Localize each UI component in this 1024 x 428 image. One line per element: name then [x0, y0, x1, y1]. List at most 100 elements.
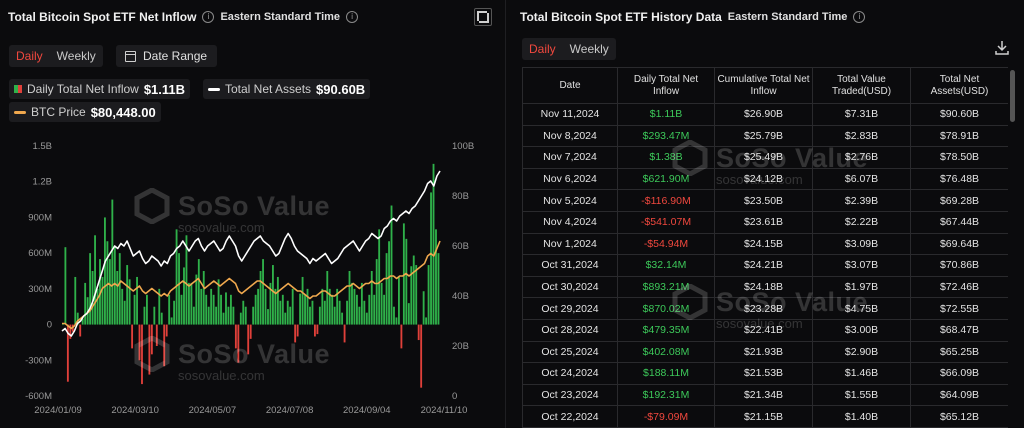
x-tick-label: 2024/03/10 [111, 405, 159, 416]
inflow-bar [281, 294, 284, 325]
tab-daily[interactable]: Daily [16, 49, 43, 63]
inflow-bar [306, 288, 309, 325]
fullscreen-icon[interactable] [474, 8, 492, 26]
cell-net-assets: $69.28B [910, 189, 1008, 212]
timezone-info-icon[interactable]: i [346, 11, 359, 23]
inflow-bar [104, 217, 106, 325]
net-inflow-title: Total Bitcoin Spot ETF Net Inflow [8, 10, 197, 24]
inflow-bar [373, 294, 376, 325]
cell-value-traded: $1.97B [812, 275, 911, 299]
inflow-bar [108, 259, 111, 325]
calendar-icon [125, 50, 136, 62]
inflow-bar [217, 279, 220, 325]
table-row[interactable]: Nov 7,2024 $1.38B $25.49B $2.76B $78.50B [522, 146, 1008, 169]
cell-value-traded: $3.07B [812, 254, 911, 277]
col-net-assets[interactable]: Total Net Assets(USD) [910, 67, 1008, 104]
col-daily-inflow[interactable]: Daily Total Net Inflow [617, 67, 715, 104]
net-inflow-chart[interactable]: 1.5B 1.2B 900M 600M 300M 0 -300M -600M 100B 80B 60… [0, 132, 506, 422]
legend-assets[interactable]: Total Net Assets $90.60B [203, 79, 371, 99]
col-value-traded[interactable]: Total Value Traded(USD) [812, 67, 911, 104]
cell-value-traded: $3.00B [812, 318, 911, 342]
y-left-tick-label: -600M [25, 391, 52, 402]
cell-daily-inflow: $1.11B [617, 103, 715, 126]
cell-value-traded: $2.39B [812, 189, 911, 212]
cell-date: Oct 30,2024 [522, 275, 618, 299]
tab-weekly[interactable]: Weekly [56, 49, 96, 63]
col-cumulative-inflow[interactable]: Cumulative Total Net Inflow [714, 67, 813, 104]
inflow-bar [309, 306, 311, 325]
inflow-bar [343, 324, 346, 343]
download-icon[interactable] [994, 40, 1010, 56]
table-row[interactable]: Oct 22,2024 -$79.09M $21.15B $1.40B $65.12B [522, 405, 1008, 428]
date-range-button[interactable]: Date Range [116, 45, 218, 67]
cell-date: Nov 1,2024 [522, 232, 618, 256]
inflow-bar [128, 279, 131, 325]
table-row[interactable]: Oct 30,2024 $893.21M $24.18B $1.97B $72.46B [522, 275, 1008, 299]
table-row[interactable]: Oct 29,2024 $870.02M $23.28B $4.75B $72.55B [522, 297, 1008, 320]
table-row[interactable]: Nov 6,2024 $621.90M $24.12B $6.07B $76.48B [522, 167, 1008, 191]
inflow-bar [388, 241, 390, 325]
inflow-bar [175, 229, 178, 325]
legend-inflow[interactable]: Daily Total Net Inflow $1.11B [9, 79, 191, 99]
table-row[interactable]: Nov 5,2024 -$116.90M $23.50B $2.39B $69.28B [522, 189, 1008, 212]
inflow-bar [252, 306, 255, 325]
cell-cumulative-inflow: $24.12B [714, 167, 813, 191]
inflow-bar [407, 303, 410, 325]
inflow-bar [136, 276, 138, 325]
table-row[interactable]: Nov 11,2024 $1.11B $26.90B $7.31B $90.60B [522, 103, 1008, 126]
table-row[interactable]: Nov 4,2024 -$541.07M $23.61B $2.22B $67.44B [522, 210, 1008, 234]
cell-daily-inflow: $870.02M [617, 297, 715, 320]
cell-value-traded: $2.83B [812, 124, 911, 148]
timezone-info-icon[interactable]: i [853, 11, 866, 23]
table-row[interactable]: Nov 1,2024 -$54.94M $24.15B $3.09B $69.64B [522, 232, 1008, 256]
inflow-bar [230, 294, 232, 325]
inflow-bar [328, 288, 331, 325]
table-row[interactable]: Oct 28,2024 $479.35M $22.41B $3.00B $68.47B [522, 318, 1008, 342]
tab-daily[interactable]: Daily [529, 42, 556, 56]
table-row[interactable]: Nov 8,2024 $293.47M $25.79B $2.83B $78.91B [522, 124, 1008, 148]
inflow-bar [316, 324, 319, 335]
cell-date: Oct 29,2024 [522, 297, 618, 320]
inflow-bar [296, 324, 299, 337]
inflow-bar [239, 312, 242, 325]
inflow-bar [333, 306, 336, 325]
cell-value-traded: $2.76B [812, 146, 911, 169]
cell-date: Oct 28,2024 [522, 318, 618, 342]
tab-weekly[interactable]: Weekly [569, 42, 609, 56]
table-row[interactable]: Oct 25,2024 $402.08M $21.93B $2.90B $65.25B [522, 340, 1008, 364]
table-scrollbar[interactable] [1010, 70, 1015, 122]
cell-daily-inflow: $479.35M [617, 318, 715, 342]
inflow-bar [234, 324, 237, 349]
legend-btc[interactable]: BTC Price $80,448.00 [9, 102, 161, 122]
date-range-label: Date Range [143, 49, 208, 63]
inflow-bar [158, 288, 161, 325]
y-left-tick-label: 600M [28, 248, 52, 259]
cell-date: Oct 24,2024 [522, 362, 618, 385]
inflow-bar [398, 276, 400, 325]
inflow-bar [94, 235, 96, 325]
cell-cumulative-inflow: $21.93B [714, 340, 813, 364]
table-row[interactable]: Oct 24,2024 $188.11M $21.53B $1.46B $66.09B [522, 362, 1008, 385]
inflow-bar [155, 324, 158, 346]
table-row[interactable]: Oct 23,2024 $192.31M $21.34B $1.55B $64.09B [522, 383, 1008, 407]
info-icon[interactable]: i [202, 11, 215, 23]
table-row[interactable]: Oct 31,2024 $32.14M $24.21B $3.07B $70.86B [522, 254, 1008, 277]
cell-date: Nov 5,2024 [522, 189, 618, 212]
inflow-bar [272, 265, 274, 325]
cell-daily-inflow: $621.90M [617, 167, 715, 191]
inflow-bar [101, 276, 104, 325]
cell-net-assets: $90.60B [910, 103, 1008, 126]
inflow-bar [141, 324, 143, 385]
inflow-bar [360, 282, 363, 325]
cell-date: Nov 4,2024 [522, 210, 618, 234]
cell-daily-inflow: -$79.09M [617, 405, 715, 428]
inflow-bar [311, 300, 314, 325]
y-left-tick-label: -300M [25, 355, 52, 366]
y-right-tick-label: 0 [452, 391, 457, 402]
col-date[interactable]: Date [522, 67, 618, 104]
cell-cumulative-inflow: $24.21B [714, 254, 813, 277]
inflow-bar [425, 317, 428, 325]
cell-cumulative-inflow: $25.49B [714, 146, 813, 169]
cell-net-assets: $67.44B [910, 210, 1008, 234]
history-table-container[interactable]: Date Daily Total Net Inflow Cumulative T… [522, 67, 1008, 428]
